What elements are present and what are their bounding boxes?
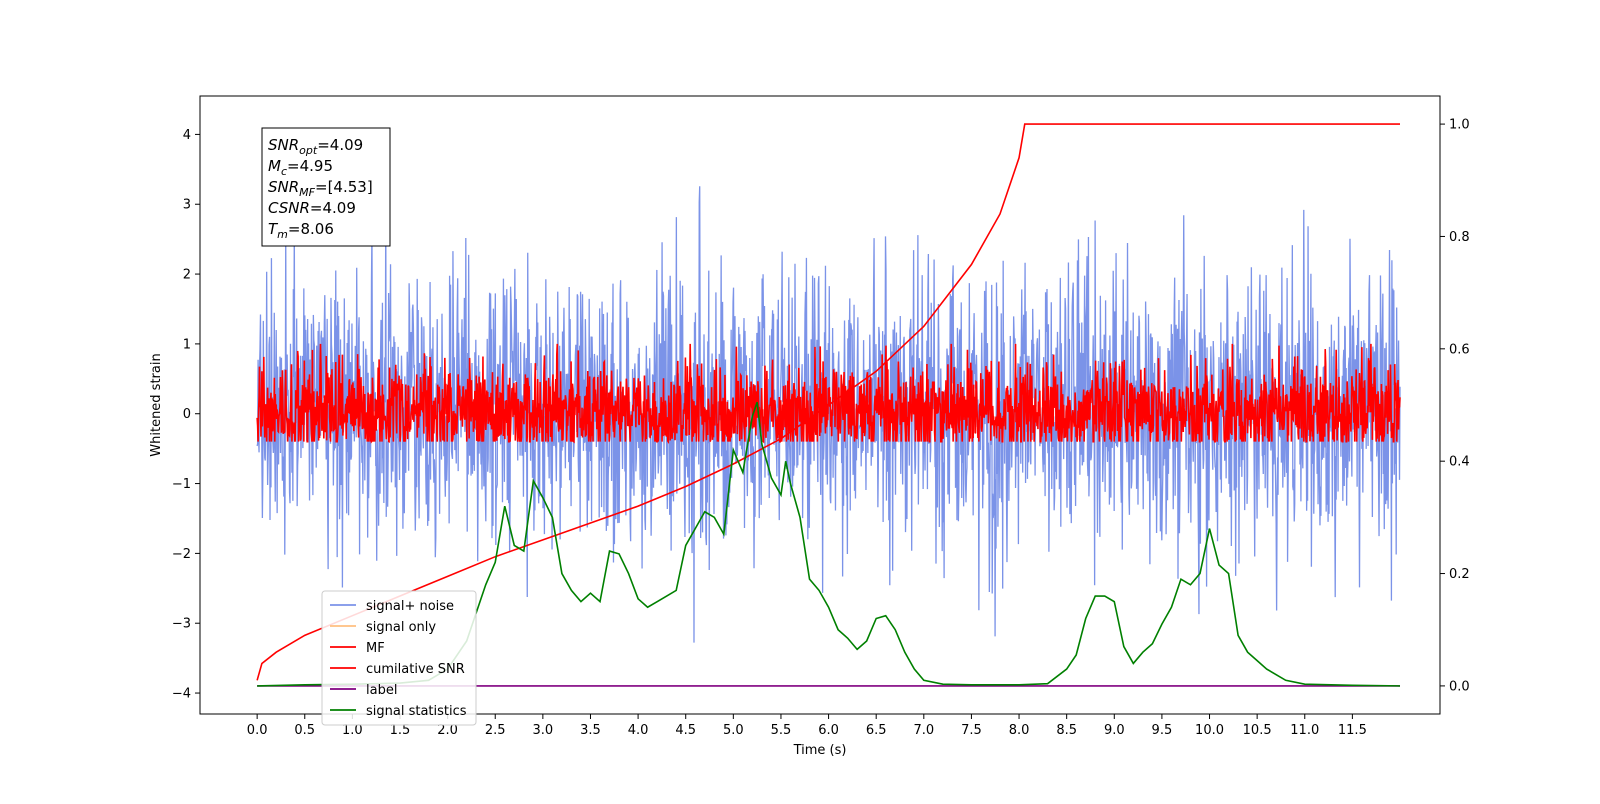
y-tick-label: −3 [172, 617, 191, 632]
annotation-line: CSNR=4.09 [268, 199, 356, 217]
x-tick-label: 5.0 [723, 723, 744, 738]
annotation-subscript: MF [299, 186, 315, 199]
annotation-subscript: m [277, 228, 288, 241]
annotation-subscript: opt [299, 144, 318, 157]
annotation-symbol: SNR [268, 178, 299, 196]
x-tick-label: 9.5 [1152, 723, 1173, 738]
legend-label-signal-statistics: signal statistics [366, 704, 467, 719]
legend-frame [321, 590, 477, 726]
y2-tick-label: 0.4 [1449, 455, 1470, 470]
series-signal-statistics-line [257, 401, 1401, 687]
x-tick-label: 8.0 [1009, 723, 1030, 738]
x-tick-label: 2.0 [437, 723, 458, 738]
x-tick-label: 4.0 [628, 723, 649, 738]
x-tick-label: 7.5 [961, 723, 982, 738]
annotation-value: =4.09 [317, 136, 363, 154]
annotation-value: =4.09 [310, 199, 356, 217]
x-tick-label: 8.5 [1056, 723, 1077, 738]
x-tick-label: 9.0 [1104, 723, 1125, 738]
y-tick-label: 3 [183, 198, 191, 213]
annotation-symbol: CSNR [268, 199, 310, 217]
y-tick-label: 4 [183, 128, 191, 143]
annotation-subscript: c [281, 165, 287, 178]
annotation-symbol: M [268, 157, 281, 175]
y2-tick-label: 0.0 [1449, 679, 1470, 694]
y-axis-right: 0.0 0.2 0.4 0.6 0.8 1.0 [1440, 118, 1470, 694]
y2-tick-label: 0.8 [1449, 230, 1470, 245]
x-tick-label: 2.5 [485, 723, 506, 738]
series-mf-line [256, 343, 1401, 445]
legend-label-cumilative-snr: cumilative SNR [366, 662, 465, 677]
annotation-value: =[4.53] [315, 178, 373, 196]
x-tick-label: 5.5 [771, 723, 792, 738]
y-tick-label: −2 [172, 547, 191, 562]
annotation-symbol: SNR [268, 136, 299, 154]
annotation-line: Tm=8.06 [268, 220, 334, 241]
y-axis-left: −4 −3 −2 −1 0 1 2 3 4 [172, 128, 200, 702]
x-tick-label: 0.5 [294, 723, 315, 738]
x-tick-label: 1.5 [390, 723, 411, 738]
y-tick-label: −1 [172, 477, 191, 492]
x-tick-label: 6.0 [818, 723, 839, 738]
annotation-box: SNRopt=4.09Mc=4.95SNRMF=[4.53]CSNR=4.09T… [261, 127, 391, 247]
x-tick-label: 0.0 [247, 723, 268, 738]
annotation-frame [261, 127, 391, 247]
y-tick-label: 2 [183, 268, 191, 283]
annotation-symbol: T [268, 220, 279, 238]
annotation-line: SNRopt=4.09 [268, 136, 363, 157]
y-tick-label: 0 [183, 407, 191, 422]
annotation-line: Mc=4.95 [268, 157, 333, 178]
x-tick-label: 10.0 [1195, 723, 1224, 738]
x-tick-label: 4.5 [675, 723, 696, 738]
annotation-value: =8.06 [288, 220, 334, 238]
x-tick-label: 3.5 [580, 723, 601, 738]
legend: signal+ noise signal only MF cumilative SNR… [321, 590, 477, 726]
annotation-value: =4.95 [287, 157, 333, 175]
y2-tick-label: 0.2 [1449, 567, 1470, 582]
x-tick-label: 11.0 [1290, 723, 1319, 738]
x-tick-label: 3.0 [533, 723, 554, 738]
legend-label-signal-noise: signal+ noise [366, 599, 454, 614]
x-tick-label: 6.5 [866, 723, 887, 738]
y2-tick-label: 1.0 [1449, 118, 1470, 133]
x-axis-label: Time (s) [793, 743, 847, 758]
x-tick-label: 11.5 [1338, 723, 1367, 738]
y-tick-label: 1 [183, 337, 191, 352]
annotation-line: SNRMF=[4.53] [268, 178, 373, 199]
legend-label-mf: MF [366, 641, 385, 656]
y-axis-label: Whitened strain [149, 353, 164, 456]
x-tick-label: 1.0 [342, 723, 363, 738]
y2-tick-label: 0.6 [1449, 342, 1470, 357]
legend-label-signal-only: signal only [366, 620, 436, 635]
plot-frame [199, 95, 1441, 715]
x-axis: 0.0 0.5 1.0 1.5 2.0 2.5 3.0 3.5 4.0 4.5 5.0 5.5 6.0 6… [247, 714, 1367, 738]
x-tick-label: 10.5 [1243, 723, 1272, 738]
y-tick-label: −4 [172, 687, 191, 702]
legend-label-label: label [366, 683, 397, 698]
x-tick-label: 7.0 [913, 723, 934, 738]
